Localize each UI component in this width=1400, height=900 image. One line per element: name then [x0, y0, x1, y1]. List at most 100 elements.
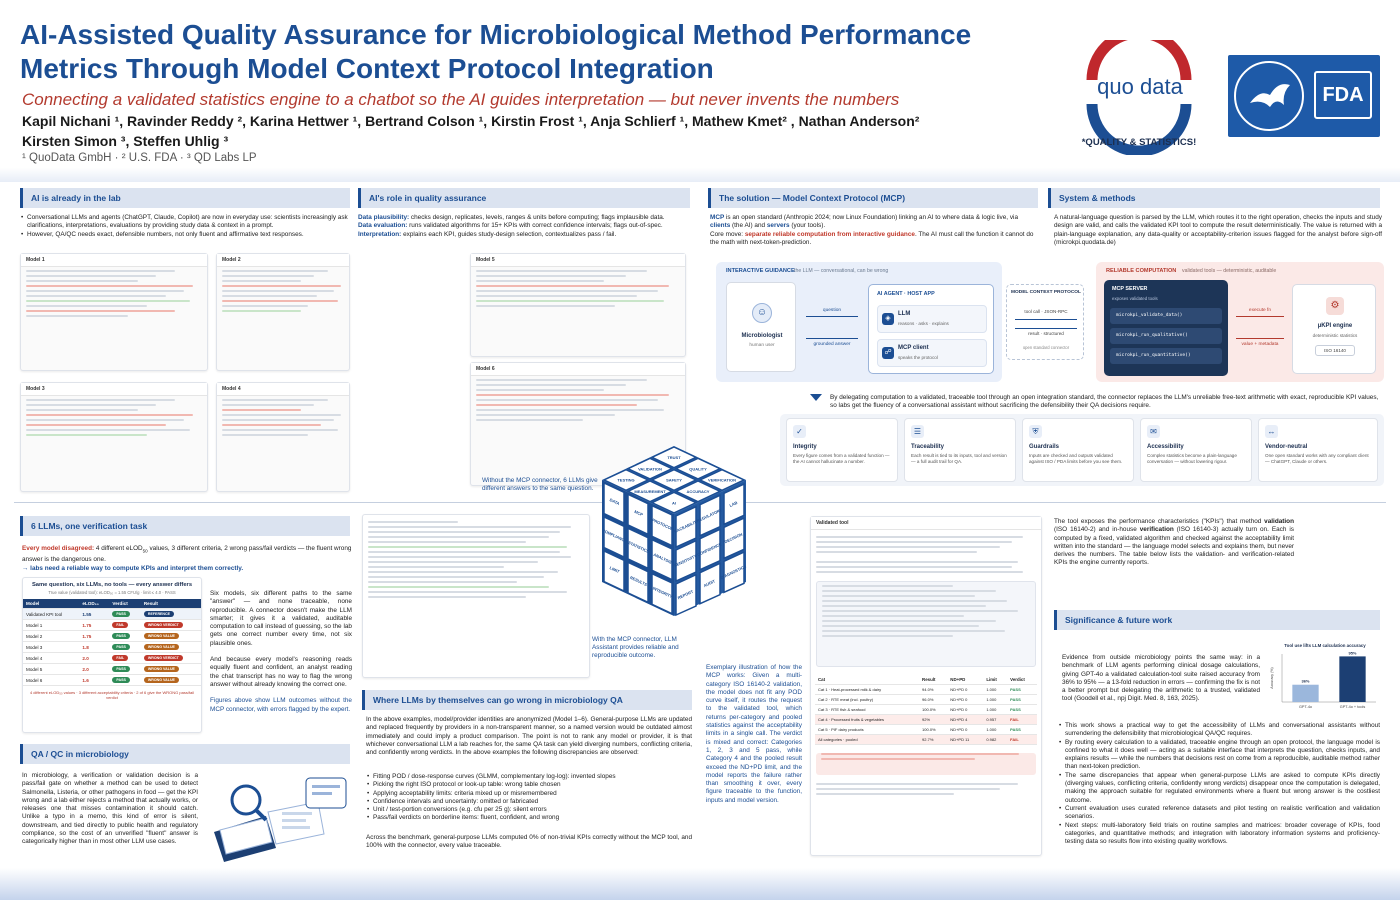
list-item: By routing every calculation to a valida… [1058, 739, 1380, 772]
table-row: Model 6 1.6 PASS WRONG VALUE [23, 674, 201, 686]
down-arrow-icon [810, 394, 822, 401]
plug-icon: ☍ [882, 347, 894, 359]
text: runs validated algorithms for 15+ KPIs w… [407, 222, 663, 230]
table-cell: Model 4 [23, 652, 80, 664]
col-result: Result [140, 599, 201, 609]
table-cell: All categories · pooled [815, 734, 920, 745]
table-cell: 100.0% [919, 724, 948, 735]
table-cell: 94.0% [919, 684, 948, 695]
table-cell: 1.75 [79, 630, 110, 642]
microbiologist-box: ☺ Microbiologist human user [726, 282, 796, 372]
table-cell: WRONG VALUE [140, 641, 201, 653]
cube-caption-without: Without the MCP connector, 6 LLMs give d… [482, 477, 598, 493]
benefit-desc: Every figure comes from a validated func… [793, 453, 890, 464]
paragraph: Figures above show LLM outcomes without … [210, 697, 352, 713]
text: values, 3 different criteria, 2 wrong pa… [22, 545, 352, 563]
question-label: question [822, 308, 842, 313]
evidence-text: Evidence from outside microbiology point… [1062, 654, 1260, 703]
reliable-sub: validated tools — deterministic, auditab… [1182, 268, 1277, 274]
status-badge: PASS [112, 633, 130, 639]
guidance-title: INTERACTIVE GUIDANCE [726, 268, 795, 274]
arrow-line [1236, 338, 1284, 339]
protocol-box: MODEL CONTEXT PROTOCOL tool call · JSON-… [1006, 284, 1084, 360]
term: verification [1139, 526, 1174, 534]
ai-agent-box: AI AGENT · HOST APP LLM reasons · asks ·… [868, 284, 994, 374]
cube-cell [603, 549, 625, 593]
grounded-answer-label: grounded answer [813, 342, 851, 347]
ai-agent-title: AI AGENT · HOST APP [877, 291, 935, 297]
six-llms-intro: Every model disagreed: 4 different eLOD5… [22, 545, 352, 573]
col-header: Cat [815, 675, 920, 685]
benefit-card-vendor-neutral: ↔ Vendor-neutral One open standard works… [1258, 418, 1378, 482]
section-mcp-heading: The solution — Model Context Protocol (M… [708, 188, 1038, 208]
quodata-logo: quo data *QUALITY & STATISTICS! [1074, 27, 1204, 157]
label: Data plausibility: [358, 214, 410, 221]
table-cell: 0.957 [983, 714, 1008, 725]
cube-label: LIMIT [609, 565, 621, 574]
table-cell: 1.6 [79, 674, 110, 686]
kpi-description: The tool exposes the performance charact… [1054, 518, 1294, 568]
label: Data evaluation: [358, 222, 408, 230]
list-item: Confidence intervals and uncertainty: om… [366, 798, 692, 807]
where-wrong-outro: Across the benchmark, general-purpose LL… [366, 834, 692, 850]
title-line-2: Metrics Through Model Context Protocol I… [20, 53, 714, 84]
section-system-heading: System & methods [1048, 188, 1380, 208]
footer-band [0, 868, 1400, 900]
table-row: Model 3 1.8 PASS WRONG VALUE [23, 641, 201, 653]
text: 4 different eLOD [94, 545, 143, 552]
mcp-example-caption: Exemplary illustration of how the MCP wo… [706, 664, 802, 804]
table-cell: 1.55 [79, 608, 110, 620]
table-cell: Model 1 [23, 619, 80, 631]
table-cell: Model 3 [23, 641, 80, 653]
mcp-intro: MCP is an open standard (Anthropic 2024;… [710, 214, 1040, 247]
cube-cell [626, 480, 674, 503]
table-row: Cat 4 · Processed fruits & vegetables 92%… [815, 714, 1037, 725]
integrity-icon: ✓ [793, 425, 806, 438]
table-cell: Model 5 [23, 663, 80, 675]
cube-cell [675, 539, 697, 583]
tool-run-quantitative: microkpi_run_quantitative() [1110, 348, 1222, 364]
header-background [0, 0, 1400, 182]
status-badge: PASS [112, 666, 130, 672]
table-cell: WRONG VERDICT [140, 619, 201, 631]
list-item: Current evaluation uses curated referenc… [1058, 805, 1380, 822]
protocol-title: MODEL CONTEXT PROTOCOL [1011, 290, 1081, 295]
cube-cell [650, 446, 698, 469]
benefit-title: Vendor-neutral [1265, 444, 1308, 450]
cube-label: MEASUREMENT [634, 489, 666, 494]
cube-cell [698, 468, 746, 492]
card-title: Model 1 [21, 254, 207, 267]
col-elod: eLOD₅₀ [79, 599, 110, 609]
table-cell: 1.75 [79, 619, 110, 631]
benefit-card-integrity: ✓ Integrity Every figure comes from a va… [786, 418, 898, 482]
text: is an open standard (Anthropic 2024; now… [724, 214, 1018, 221]
table-cell: PASS [109, 663, 141, 675]
bullet: Conversational LLMs and agents (ChatGPT,… [20, 214, 350, 231]
chat-card-model-6: Model 6 [470, 362, 686, 486]
list-item: Unit / test-portion conversions (e.g. cf… [366, 806, 692, 815]
table-cell: ND+PD 4 [947, 714, 984, 725]
shield-icon: ⛨ [1029, 425, 1042, 438]
six-llms-conclusion: → labs need a reliable way to compute KP… [22, 564, 244, 572]
term: clients [710, 222, 731, 230]
cube-cell [699, 494, 721, 537]
list-item: Pass/fail verdicts on borderline items: … [366, 814, 692, 823]
benefit-card-traceability: ☰ Traceability Each result is tied to it… [904, 418, 1016, 482]
cube-cell [626, 457, 674, 480]
table-cell: PASS [109, 641, 141, 653]
paragraph: Six models, six different paths to the s… [210, 590, 352, 647]
chat-card-model-5: Model 5 [470, 253, 686, 357]
table-row: Model 1 1.75 FAIL WRONG VERDICT [23, 619, 201, 631]
table-row: Cat 2 · RTE meat (incl. poultry) 96.0% ND+… [815, 694, 1037, 705]
table-row: All categories · pooled 92.7% ND+PD 11 0.98… [815, 734, 1037, 745]
status-badge: FAIL [112, 655, 129, 661]
mcp-diagram-caption: By delegating computation to a validated… [830, 394, 1379, 410]
cube-label: VERIFICATION [708, 478, 736, 483]
table-cell: ND+PD 0 [947, 704, 984, 715]
title-line-1: AI-Assisted Quality Assurance for Microb… [20, 19, 972, 50]
chat-card-with-mcp [362, 514, 590, 678]
cube-cell [627, 493, 649, 536]
section-ai-in-lab-bullets: Conversational LLMs and agents (ChatGPT,… [20, 214, 350, 239]
benefit-title: Guardrails [1029, 444, 1060, 450]
table-cell: 2.0 [79, 652, 110, 664]
